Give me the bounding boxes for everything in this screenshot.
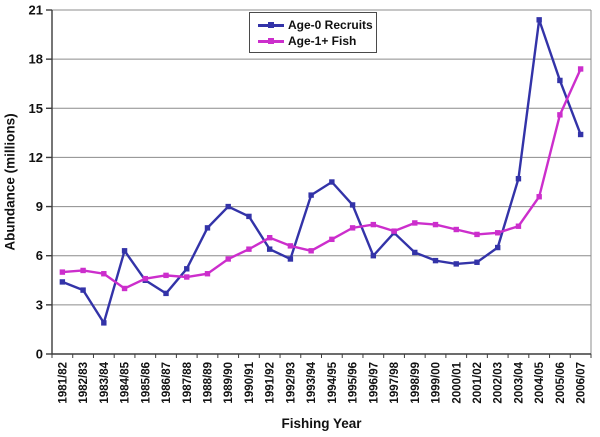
data-point-marker	[474, 231, 480, 238]
data-point-marker	[80, 267, 86, 274]
y-tick-label: 0	[36, 347, 43, 362]
data-point-marker	[80, 287, 86, 293]
x-axis-title: Fishing Year	[281, 416, 362, 431]
data-point-marker	[142, 275, 148, 282]
x-tick-label: 2000/01	[451, 361, 463, 403]
x-tick-label: 2005/06	[555, 362, 567, 404]
data-point-marker	[308, 192, 314, 198]
data-point-marker	[495, 230, 501, 236]
data-point-marker	[59, 269, 66, 275]
x-tick-label: 2002/03	[493, 362, 505, 404]
y-tick-label: 18	[29, 52, 43, 67]
data-point-marker	[184, 274, 190, 280]
legend-item-age0-recruits: Age-0 Recruits	[258, 17, 373, 33]
legend-item-age1-fish: Age-1+ Fish	[258, 33, 372, 49]
legend-line-sample-magenta	[258, 38, 284, 44]
x-tick-label: 1983/84	[99, 361, 111, 403]
data-point-marker	[349, 202, 356, 208]
data-point-marker	[121, 285, 128, 292]
data-point-marker	[412, 220, 418, 226]
data-point-marker	[287, 243, 294, 249]
y-tick-label: 6	[36, 248, 43, 263]
data-point-marker	[204, 225, 211, 231]
data-point-marker	[432, 221, 439, 228]
data-point-marker	[453, 226, 459, 233]
series-line-age-1-fish	[62, 68, 582, 290]
data-point-marker	[412, 249, 418, 256]
legend-marker-magenta	[268, 38, 274, 44]
data-point-marker	[515, 223, 522, 229]
data-point-marker	[432, 257, 439, 264]
data-point-marker	[266, 246, 273, 252]
x-tick-label: 1984/85	[120, 361, 132, 403]
data-point-marker	[557, 77, 563, 84]
y-axis-title: Abundance (millions)	[2, 113, 18, 251]
x-tick-label: 1992/93	[285, 362, 297, 404]
x-tick-label: 2003/04	[513, 361, 525, 403]
y-tick-label: 15	[29, 101, 43, 116]
x-tick-label: 1986/87	[161, 362, 173, 404]
data-point-marker	[225, 203, 231, 210]
x-tick-label: 2001/02	[472, 362, 484, 404]
x-tick-label: 1996/97	[368, 362, 380, 404]
data-point-marker	[246, 246, 252, 252]
legend-label: Age-0 Recruits	[288, 18, 373, 32]
data-point-marker	[370, 221, 377, 228]
data-point-marker	[121, 248, 128, 254]
x-tick-label: 1988/89	[202, 362, 214, 404]
data-point-marker	[225, 256, 231, 262]
data-point-marker	[184, 266, 190, 272]
data-point-marker	[536, 194, 542, 200]
x-tick-label: 1998/99	[410, 362, 422, 404]
x-tick-label: 1990/91	[244, 361, 256, 403]
x-tick-label: 1982/83	[78, 362, 90, 404]
data-point-marker	[391, 228, 397, 234]
data-point-marker	[370, 253, 377, 259]
data-point-marker	[101, 320, 107, 326]
x-tick-label: 1995/96	[348, 362, 360, 404]
data-point-marker	[101, 271, 107, 277]
x-tick-label: 1985/86	[140, 362, 152, 404]
legend-marker-blue	[268, 22, 274, 28]
data-point-marker	[453, 261, 459, 267]
x-tick-label: 1993/94	[306, 361, 318, 403]
data-point-marker	[163, 290, 169, 297]
x-tick-label: 2004/05	[534, 361, 546, 403]
x-tick-label: 1991/92	[265, 362, 277, 404]
x-tick-label: 1994/95	[327, 361, 339, 403]
legend: Age-0 Recruits Age-1+ Fish	[249, 12, 377, 53]
data-point-marker	[308, 248, 314, 254]
data-point-marker	[163, 272, 169, 279]
data-point-marker	[474, 259, 480, 265]
data-point-marker	[577, 66, 584, 72]
data-point-marker	[515, 176, 522, 182]
data-point-marker	[266, 234, 273, 241]
y-tick-label: 12	[29, 150, 43, 165]
data-point-marker	[204, 271, 211, 277]
series-line-age-0-recruits	[61, 19, 582, 326]
x-tick-label: 1989/90	[223, 362, 235, 404]
x-tick-label: 1999/00	[431, 362, 443, 404]
data-point-marker	[287, 256, 294, 262]
data-point-marker	[577, 131, 584, 138]
y-tick-label: 21	[29, 3, 43, 18]
data-point-marker	[349, 225, 356, 231]
data-point-marker	[329, 236, 335, 243]
data-point-marker	[536, 17, 542, 23]
x-tick-label: 2006/07	[576, 362, 588, 404]
data-point-marker	[246, 213, 252, 220]
data-point-marker	[59, 279, 66, 285]
data-point-marker	[329, 179, 335, 185]
x-tick-label: 1987/88	[182, 361, 194, 403]
legend-line-sample-blue	[258, 22, 284, 28]
legend-label: Age-1+ Fish	[288, 34, 357, 48]
data-point-marker	[557, 112, 563, 118]
data-point-marker	[495, 244, 501, 251]
y-tick-label: 9	[36, 199, 43, 214]
x-tick-label: 1997/98	[389, 361, 401, 403]
x-tick-label: 1981/82	[57, 362, 69, 404]
y-tick-label: 3	[36, 297, 43, 312]
